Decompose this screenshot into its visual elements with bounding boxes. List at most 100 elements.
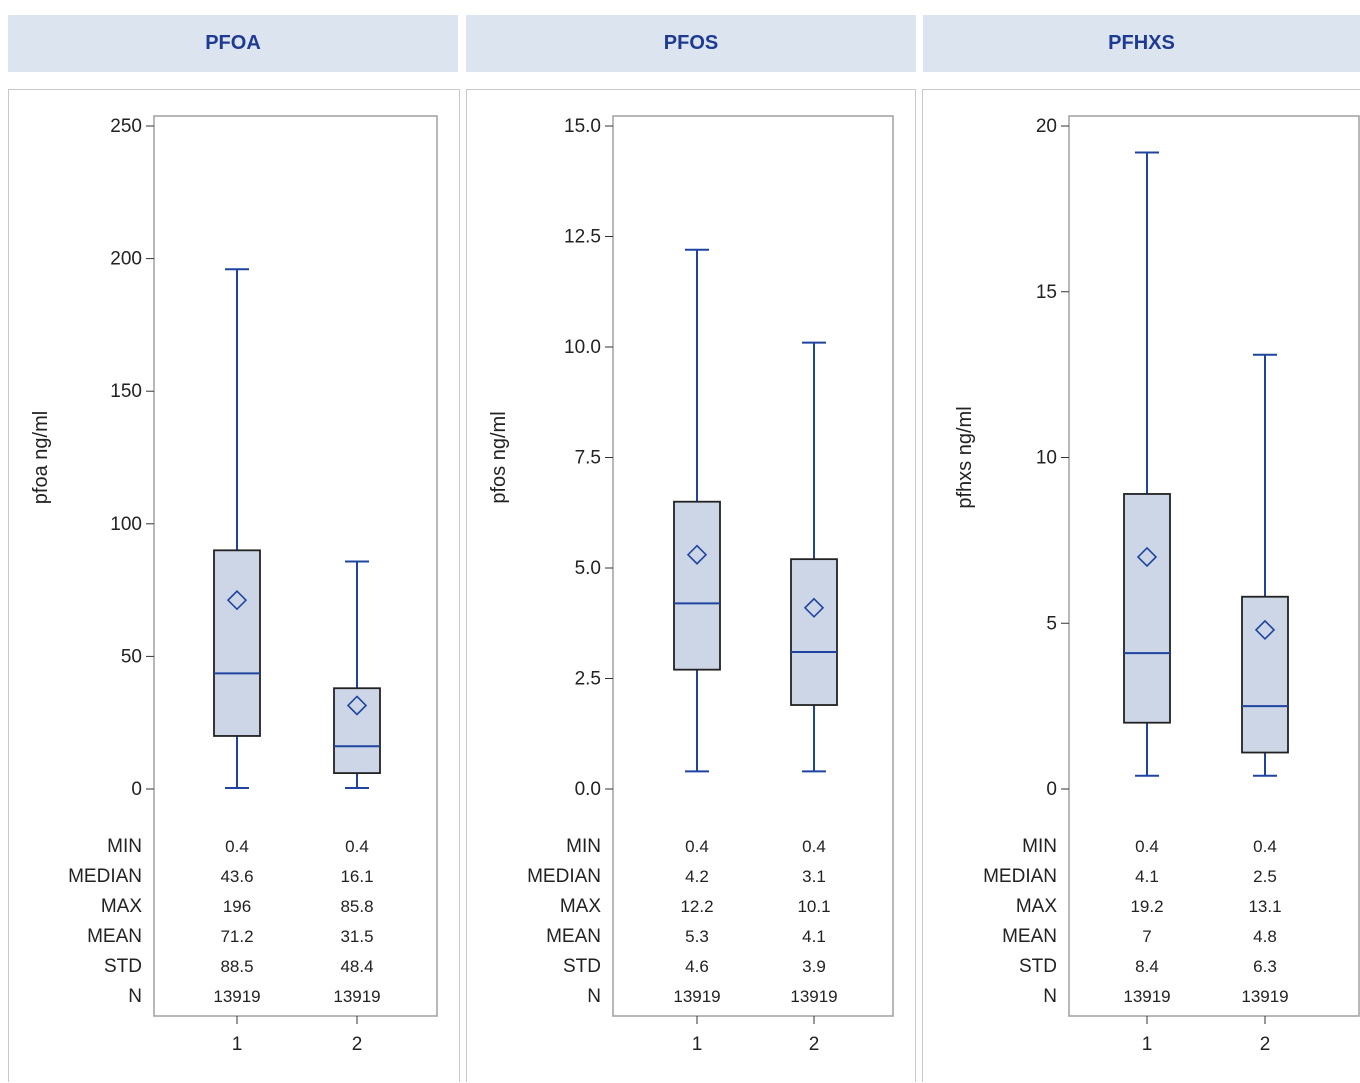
boxplot-pfos: 0.0 2.5 5.0 7.5 10.0 12.5 15.0 pfos ng/ml MIN 0.4… xyxy=(488,115,894,1055)
stat-value: 10.1 xyxy=(797,897,830,916)
stat-value: 31.5 xyxy=(340,927,373,946)
stat-value: 13919 xyxy=(673,987,720,1006)
boxplot-pfoa: 0 50 100 150 200 250 pfoa ng/ml MIN 0.4 0.4 MEDIAN… xyxy=(30,115,438,1055)
stat-value: 13919 xyxy=(1123,987,1170,1006)
x-tick-label: 1 xyxy=(692,1034,703,1055)
stat-label: MEDIAN xyxy=(68,866,142,887)
y-tick-label: 12.5 xyxy=(564,227,601,248)
y-tick-label: 0.0 xyxy=(575,779,601,800)
stat-value: 43.6 xyxy=(220,867,253,886)
plot-frame xyxy=(153,115,438,1017)
stat-value: 48.4 xyxy=(340,957,373,976)
y-tick-label: 100 xyxy=(110,514,142,535)
y-tick-label: 5 xyxy=(1046,613,1057,634)
chart-panel-pfoa: 0 50 100 150 200 250 pfoa ng/ml MIN 0.4 0.4 MEDIAN… xyxy=(8,89,460,1082)
stat-value: 4.2 xyxy=(685,867,709,886)
stat-value: 4.8 xyxy=(1253,927,1277,946)
y-axis-label: pfos ng/ml xyxy=(488,411,510,503)
stat-label: STD xyxy=(1019,956,1057,977)
stat-value: 0.4 xyxy=(345,837,369,856)
stat-value: 8.4 xyxy=(1135,957,1159,976)
stat-label: MEAN xyxy=(87,926,142,947)
x-tick-label: 2 xyxy=(1260,1034,1271,1055)
plot-frame xyxy=(612,115,894,1017)
chart-panel-pfos: 0.0 2.5 5.0 7.5 10.0 12.5 15.0 pfos ng/ml MIN 0.4… xyxy=(466,89,916,1082)
chart-panel-pfhxs: 0 5 10 15 20 pfhxs ng/ml MIN 0.4 0.4 MEDIAN 4.1 2.5… xyxy=(922,89,1360,1082)
y-tick-label: 5.0 xyxy=(575,558,601,579)
x-tick-label: 1 xyxy=(232,1034,243,1055)
stat-value: 4.1 xyxy=(802,927,826,946)
stat-value: 0.4 xyxy=(225,837,249,856)
mean-marker xyxy=(346,695,368,716)
stat-value: 13.1 xyxy=(1248,897,1281,916)
box-iqr xyxy=(673,500,721,671)
stat-value: 3.9 xyxy=(802,957,826,976)
stat-value: 13919 xyxy=(790,987,837,1006)
x-tick-label: 2 xyxy=(809,1034,820,1055)
y-tick-label: 10.0 xyxy=(564,337,601,358)
stat-label: MAX xyxy=(101,896,143,917)
y-tick-label: 2.5 xyxy=(575,669,601,690)
stat-value: 0.4 xyxy=(1253,837,1277,856)
stat-label: MAX xyxy=(560,896,602,917)
stat-value: 6.3 xyxy=(1253,957,1277,976)
stat-label: MEDIAN xyxy=(983,866,1057,887)
y-tick-label: 250 xyxy=(110,116,142,137)
stat-label: MEDIAN xyxy=(527,866,601,887)
stat-value: 71.2 xyxy=(220,927,253,946)
stat-label: MAX xyxy=(1016,896,1058,917)
mean-marker xyxy=(1254,619,1276,641)
mean-marker xyxy=(803,597,825,618)
stat-value: 85.8 xyxy=(340,897,373,916)
stat-value: 7 xyxy=(1142,927,1151,946)
y-tick-label: 200 xyxy=(110,249,142,270)
stat-value: 19.2 xyxy=(1130,897,1163,916)
y-tick-label: 0 xyxy=(131,779,142,800)
y-tick-label: 20 xyxy=(1036,116,1057,137)
stat-label: N xyxy=(587,986,601,1007)
stat-value: 13919 xyxy=(1241,987,1288,1006)
stat-value: 4.6 xyxy=(685,957,709,976)
box-iqr xyxy=(790,558,838,706)
stat-value: 0.4 xyxy=(802,837,826,856)
y-tick-label: 10 xyxy=(1036,448,1057,469)
box-iqr xyxy=(333,687,381,774)
stat-value: 3.1 xyxy=(802,867,826,886)
y-tick-label: 150 xyxy=(110,381,142,402)
stat-value: 5.3 xyxy=(685,927,709,946)
panel-header-pfoa: PFOA xyxy=(8,15,458,72)
stat-label: MIN xyxy=(566,836,601,857)
box-iqr xyxy=(213,549,261,737)
stat-label: MIN xyxy=(107,836,142,857)
stat-label: MEAN xyxy=(546,926,601,947)
y-tick-label: 50 xyxy=(121,646,142,667)
plot-frame xyxy=(1068,115,1360,1017)
stat-value: 0.4 xyxy=(685,837,709,856)
panel-header-pfhxs: PFHXS xyxy=(923,15,1360,72)
panel-header-pfos: PFOS xyxy=(466,15,916,72)
mean-marker xyxy=(1136,546,1158,568)
y-tick-label: 7.5 xyxy=(575,448,601,469)
stat-label: STD xyxy=(104,956,142,977)
stat-value: 13919 xyxy=(333,987,380,1006)
stat-label: N xyxy=(1043,986,1057,1007)
stat-label: MIN xyxy=(1022,836,1057,857)
stat-value: 13919 xyxy=(213,987,260,1006)
y-tick-label: 15.0 xyxy=(564,116,601,137)
stat-value: 0.4 xyxy=(1135,837,1159,856)
y-axis-label: pfoa ng/ml xyxy=(30,411,52,504)
stat-label: STD xyxy=(563,956,601,977)
stat-label: MEAN xyxy=(1002,926,1057,947)
boxplot-pfhxs: 0 5 10 15 20 pfhxs ng/ml MIN 0.4 0.4 MEDIAN 4.1 2.5… xyxy=(954,115,1360,1055)
stat-value: 12.2 xyxy=(680,897,713,916)
stat-label: N xyxy=(128,986,142,1007)
stat-value: 2.5 xyxy=(1253,867,1277,886)
y-tick-label: 0 xyxy=(1046,779,1057,800)
stat-value: 16.1 xyxy=(340,867,373,886)
x-tick-label: 2 xyxy=(352,1034,363,1055)
mean-marker xyxy=(686,544,708,565)
x-tick-label: 1 xyxy=(1142,1034,1153,1055)
stat-value: 196 xyxy=(223,897,251,916)
box-iqr xyxy=(1241,595,1289,754)
y-tick-label: 15 xyxy=(1036,282,1057,303)
